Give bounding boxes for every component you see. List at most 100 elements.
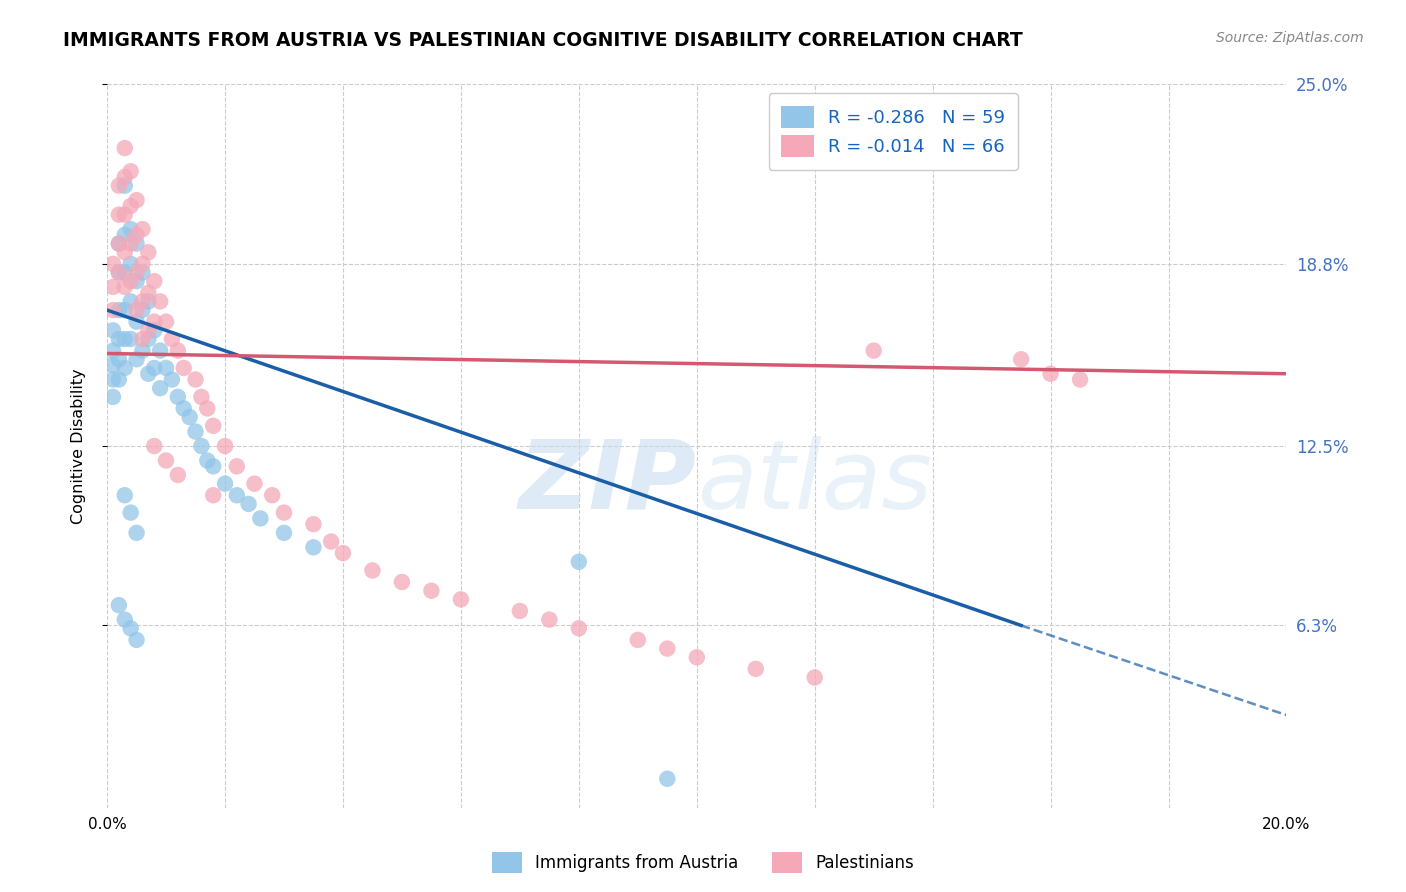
Point (202, 488, 225, 502)
Point (125, 236, 148, 251)
Point (238, 497, 260, 511)
Point (657, 772, 679, 786)
Point (160, 372, 183, 386)
Point (143, 315, 166, 329)
Point (745, 662, 768, 676)
Point (361, 564, 384, 578)
Point (450, 592, 472, 607)
Point (114, 280, 136, 294)
Point (1010, 352, 1032, 367)
Point (568, 555, 591, 569)
Point (131, 303, 153, 318)
Point (179, 410, 201, 425)
Point (138, 245, 160, 260)
Point (184, 425, 207, 439)
Point (391, 574, 413, 589)
Point (108, 372, 131, 386)
Point (131, 343, 153, 358)
Point (184, 372, 207, 386)
Point (131, 222, 153, 236)
Point (149, 343, 172, 358)
Point (120, 274, 142, 288)
Point (190, 390, 212, 404)
Point (131, 265, 153, 279)
Y-axis label: Cognitive Disability: Cognitive Disability (72, 368, 86, 524)
Point (131, 294, 153, 309)
Point (114, 303, 136, 318)
Point (509, 604, 531, 618)
Point (225, 459, 247, 474)
Legend: R = -0.286   N = 59, R = -0.014   N = 66: R = -0.286 N = 59, R = -0.014 N = 66 (769, 94, 1018, 170)
Point (101, 280, 124, 294)
Point (862, 343, 884, 358)
Point (160, 332, 183, 346)
Point (143, 323, 166, 337)
Point (202, 418, 225, 433)
Point (166, 390, 188, 404)
Point (166, 343, 188, 358)
Point (538, 613, 561, 627)
Point (120, 294, 142, 309)
Point (149, 381, 172, 395)
Point (1039, 367, 1062, 381)
Point (120, 332, 142, 346)
Point (143, 439, 166, 453)
Point (114, 265, 136, 279)
Point (195, 453, 218, 467)
Point (120, 222, 142, 236)
Point (686, 650, 709, 665)
Point (190, 439, 212, 453)
Point (120, 506, 142, 520)
Legend: Immigrants from Austria, Palestinians: Immigrants from Austria, Palestinians (485, 846, 921, 880)
Point (120, 621, 142, 635)
Point (225, 488, 247, 502)
Point (138, 323, 160, 337)
Point (108, 332, 131, 346)
Point (114, 332, 136, 346)
Point (568, 621, 591, 635)
Point (249, 511, 271, 525)
Point (195, 401, 218, 416)
Point (125, 525, 148, 540)
Point (108, 265, 131, 279)
Point (114, 227, 136, 242)
Point (214, 476, 236, 491)
Point (332, 546, 354, 560)
Point (108, 178, 131, 193)
Point (114, 178, 136, 193)
Text: Source: ZipAtlas.com: Source: ZipAtlas.com (1216, 31, 1364, 45)
Text: IMMIGRANTS FROM AUSTRIA VS PALESTINIAN COGNITIVE DISABILITY CORRELATION CHART: IMMIGRANTS FROM AUSTRIA VS PALESTINIAN C… (63, 31, 1024, 50)
Point (114, 245, 136, 260)
Point (108, 598, 131, 612)
Point (114, 613, 136, 627)
Point (114, 169, 136, 184)
Point (114, 141, 136, 155)
Point (202, 459, 225, 474)
Point (101, 358, 124, 372)
Point (155, 360, 177, 375)
Point (125, 632, 148, 647)
Point (120, 257, 142, 271)
Point (803, 671, 825, 685)
Point (108, 236, 131, 251)
Point (173, 360, 195, 375)
Point (108, 208, 131, 222)
Point (125, 352, 148, 367)
Point (302, 517, 325, 532)
Point (131, 257, 153, 271)
Point (114, 360, 136, 375)
Point (273, 506, 295, 520)
Point (101, 257, 124, 271)
Point (321, 534, 343, 549)
Point (138, 285, 160, 300)
Point (166, 467, 188, 482)
Point (108, 303, 131, 318)
Point (101, 343, 124, 358)
Point (657, 641, 679, 656)
Point (120, 164, 142, 178)
Point (214, 439, 236, 453)
Point (302, 541, 325, 555)
Point (155, 453, 177, 467)
Point (149, 294, 172, 309)
Point (138, 294, 160, 309)
